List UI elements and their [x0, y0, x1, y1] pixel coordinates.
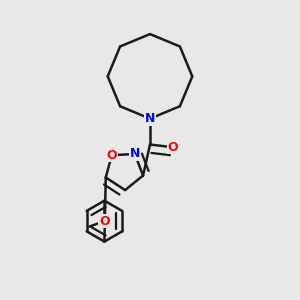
Text: O: O	[106, 149, 117, 162]
Text: O: O	[168, 141, 178, 154]
Text: N: N	[130, 148, 140, 160]
Text: N: N	[145, 112, 155, 125]
Text: O: O	[99, 214, 110, 228]
